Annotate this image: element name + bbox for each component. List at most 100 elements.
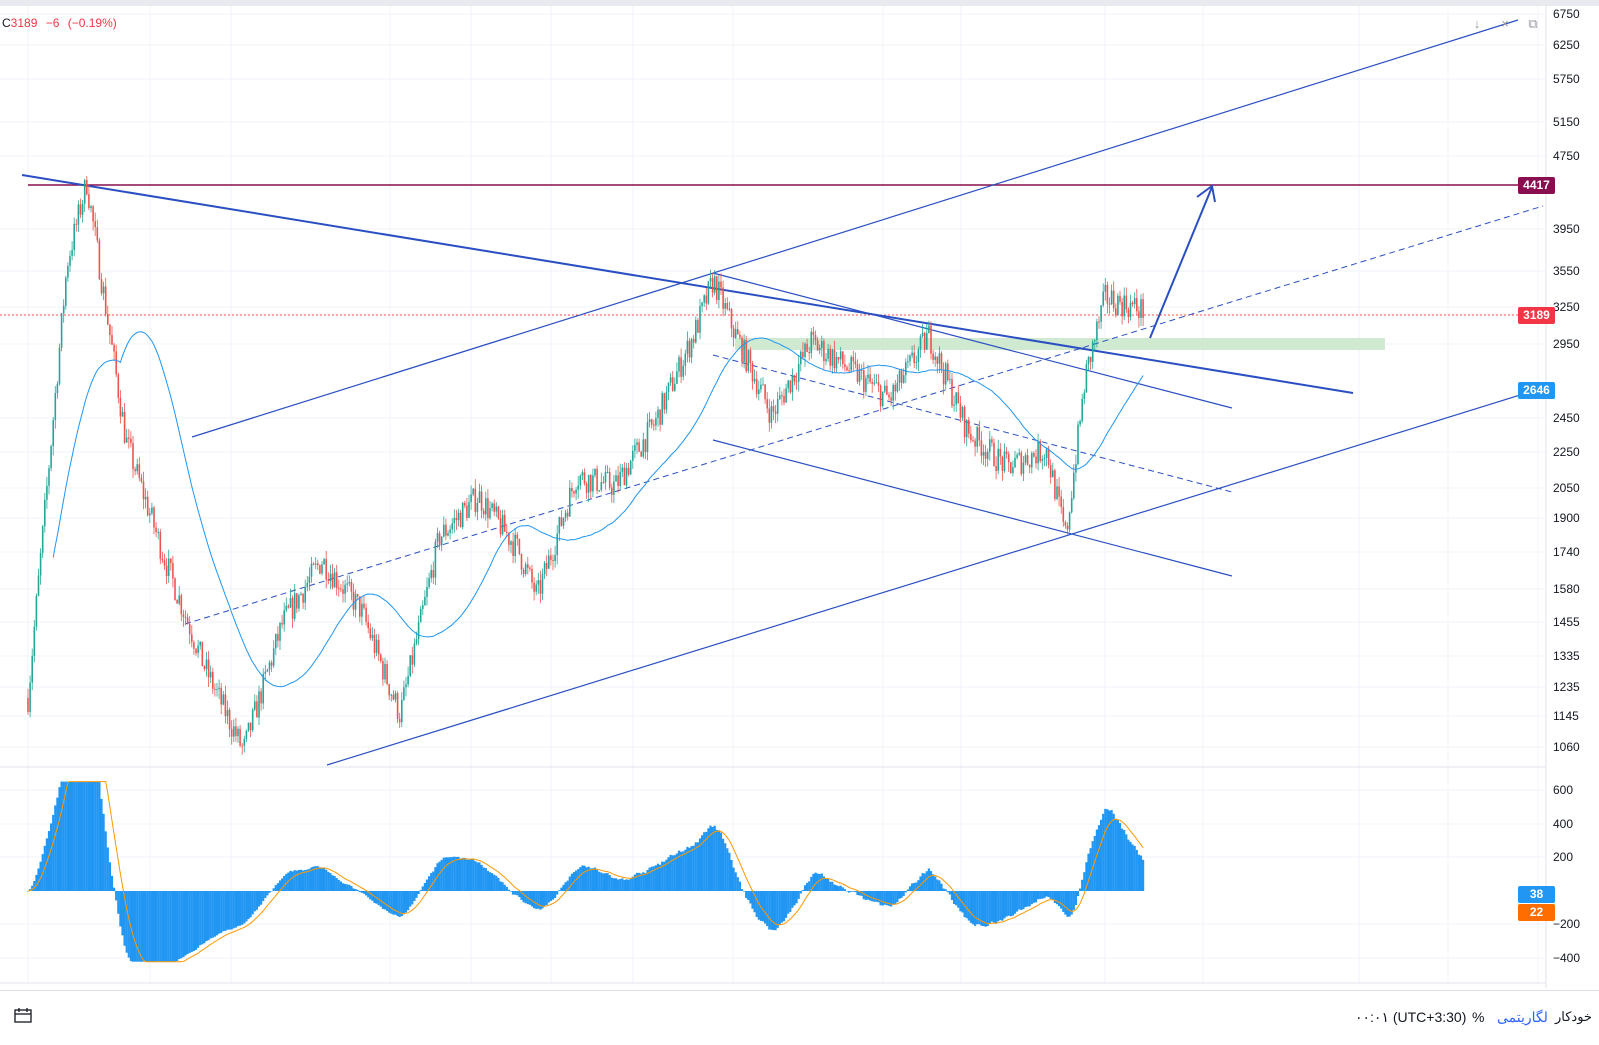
macd-bar	[1089, 848, 1092, 891]
candle-body	[191, 634, 193, 643]
percent-toggle[interactable]: %	[1472, 1009, 1485, 1025]
macd-bar	[887, 891, 891, 906]
macd-bar	[79, 781, 82, 891]
macd-bar	[58, 787, 61, 891]
macd-bar	[92, 781, 95, 891]
macd-bar	[669, 854, 672, 891]
candle-body	[327, 579, 330, 582]
candle-body	[755, 378, 758, 395]
macd-bar	[488, 872, 492, 891]
macd-bar	[965, 891, 968, 919]
candle-body	[831, 349, 834, 366]
candle-body	[56, 383, 59, 394]
macd-bar	[325, 869, 328, 891]
macd-bar	[543, 891, 546, 907]
macd-bar	[472, 858, 475, 891]
candle-body	[489, 508, 491, 519]
price-tick-label: 2250	[1553, 445, 1580, 459]
candle-body	[485, 498, 487, 515]
candle-body	[900, 370, 903, 383]
macd-bar	[808, 881, 811, 891]
macd-bar	[1104, 808, 1107, 891]
macd-bar	[432, 871, 435, 891]
macd-bar	[932, 874, 935, 891]
candle-body	[92, 206, 94, 222]
price-tick-label: 1235	[1553, 680, 1580, 694]
macd-bar	[688, 847, 691, 891]
candle-body	[218, 687, 220, 690]
candle-body	[520, 553, 523, 570]
candle-body	[340, 588, 342, 590]
macd-bar	[486, 870, 489, 891]
candle-body	[1110, 290, 1113, 304]
macd-bar	[873, 891, 876, 902]
candle-body	[791, 375, 794, 393]
candle-body	[251, 709, 254, 731]
price-axis[interactable]: 6750 6250 5750 5150 4750 3950 3550 3250 2950 2450…	[1553, 7, 1580, 754]
macd-axis[interactable]: 600 400 200 −200 −400	[1553, 783, 1580, 965]
macd-bar	[673, 855, 676, 891]
macd-bar	[413, 891, 416, 901]
candle-body	[768, 408, 771, 423]
macd-bar	[215, 891, 219, 936]
candle-body	[419, 608, 422, 623]
candle-body	[934, 356, 936, 360]
auto-scale-toggle[interactable]: خودکار	[1555, 1009, 1592, 1024]
candle-body	[1089, 356, 1092, 362]
macd-bar	[463, 857, 466, 891]
candle-body	[75, 223, 78, 225]
macd-bar	[411, 891, 414, 905]
candle-body	[587, 475, 590, 493]
macd-bar	[667, 857, 670, 891]
macd-bar	[1125, 834, 1128, 891]
log-scale-toggle[interactable]: لگاریتمی	[1497, 1009, 1548, 1025]
candle-body	[270, 662, 273, 666]
macd-bar	[1106, 809, 1109, 891]
candle-body	[1003, 451, 1006, 472]
candle-body	[531, 568, 533, 583]
macd-bar	[969, 891, 972, 923]
macd-bar	[1026, 891, 1029, 907]
macd-bar	[323, 867, 326, 891]
candle-body	[548, 555, 550, 569]
macd-bar	[331, 875, 334, 891]
candle-body	[598, 490, 600, 492]
macd-bar	[967, 891, 970, 921]
macd-bar	[222, 891, 225, 932]
restore-icon[interactable]: ⧉	[1528, 16, 1538, 31]
candle-body	[661, 393, 663, 425]
candle-body	[692, 338, 695, 343]
candle-body	[461, 502, 464, 528]
macd-bar	[142, 891, 145, 962]
macd-bar	[734, 872, 737, 891]
candle-body	[957, 392, 960, 404]
candle-body	[871, 381, 873, 384]
macd-bar	[467, 859, 471, 891]
macd-bar	[1047, 891, 1050, 898]
scroll-down-icon[interactable]: ↓	[1473, 16, 1481, 31]
macd-bar	[797, 891, 800, 899]
macd-bar	[898, 891, 901, 899]
macd-bar	[999, 891, 1002, 921]
macd-bar	[717, 830, 720, 891]
candle-body	[165, 565, 168, 577]
candle-body	[394, 693, 397, 700]
candle-body	[111, 334, 113, 345]
calendar-icon[interactable]	[14, 1007, 32, 1023]
candle-body	[932, 353, 934, 360]
macd-bar	[312, 866, 315, 891]
macd-bar	[289, 870, 292, 891]
macd-bar	[87, 781, 90, 891]
close-icon[interactable]: ×	[1501, 16, 1509, 31]
macd-bar	[596, 869, 599, 891]
candle-body	[472, 488, 474, 495]
macd-bar	[503, 884, 506, 891]
macd-bar	[927, 868, 930, 891]
candle-body	[716, 276, 718, 300]
timezone-clock[interactable]: ۰۰:۰۱ (UTC+3:30)	[1355, 1009, 1467, 1025]
candle-body	[787, 380, 789, 389]
macd-bar	[383, 891, 387, 910]
macd-bar	[94, 781, 97, 891]
candle-body	[464, 502, 466, 506]
